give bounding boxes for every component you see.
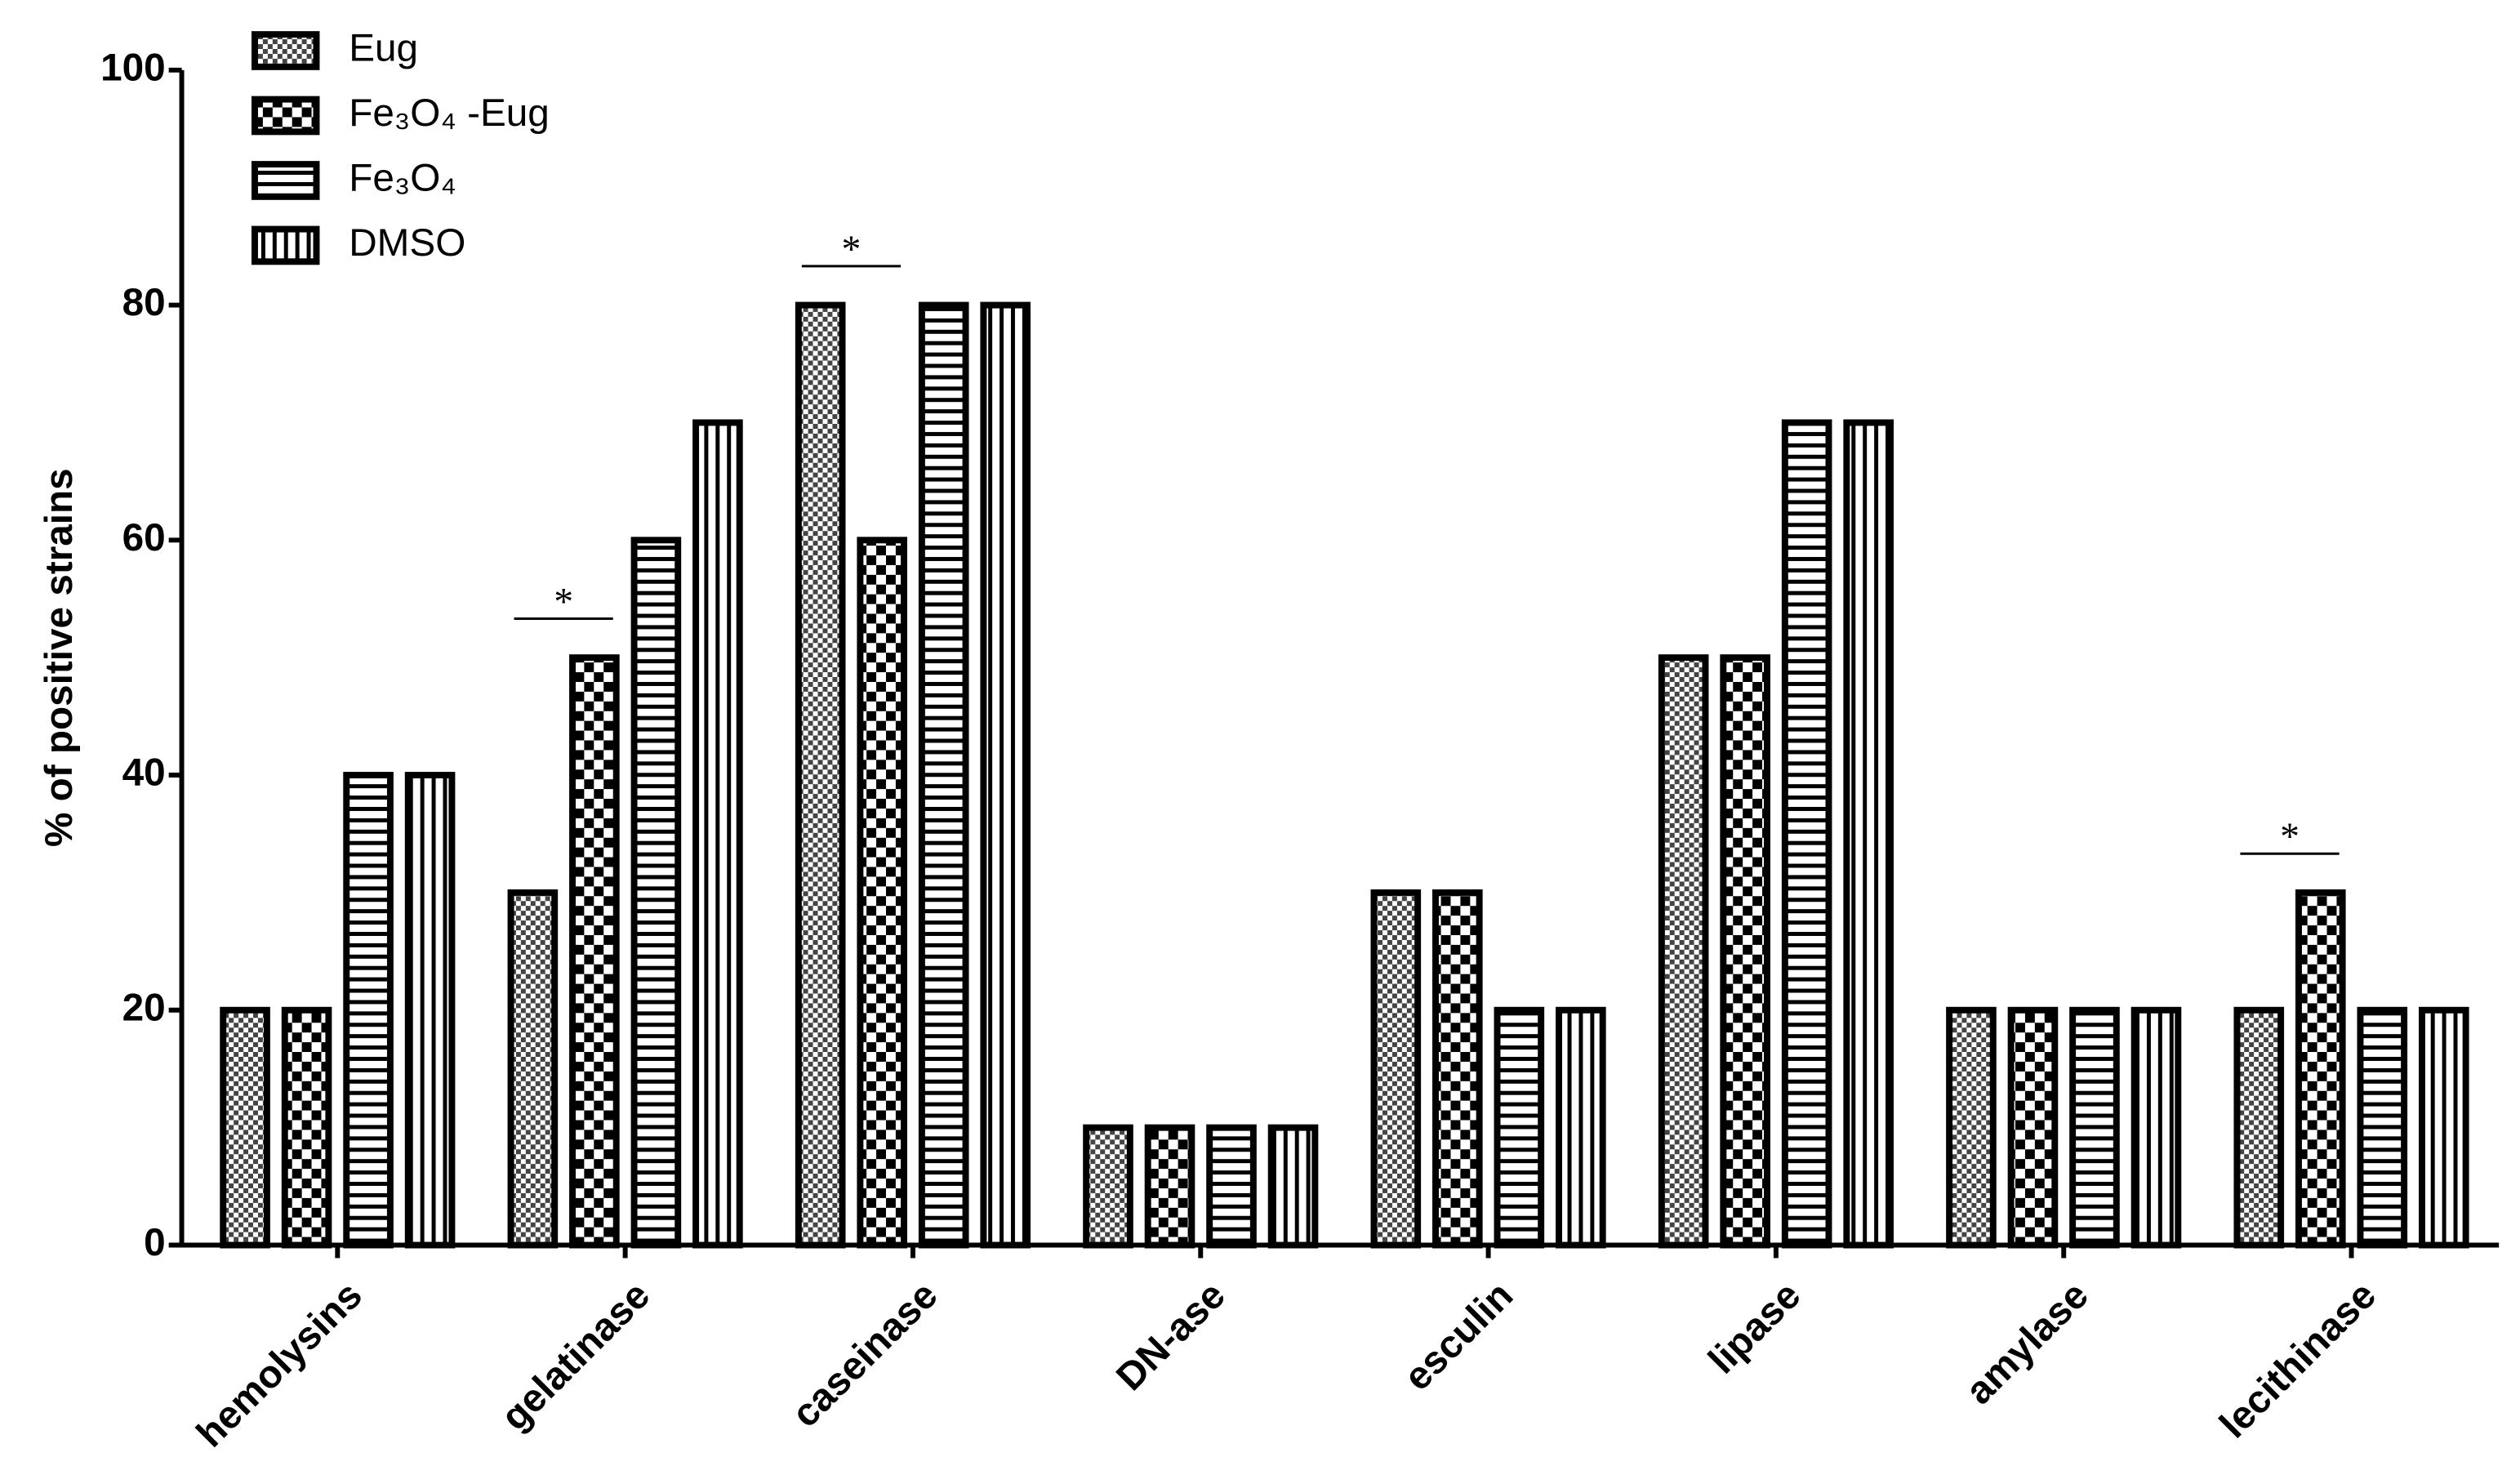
y-tick-label: 0: [144, 1221, 166, 1264]
bar: [1370, 889, 1422, 1249]
x-tick-label: esculin: [1396, 1273, 1521, 1399]
bar: [630, 537, 682, 1249]
x-tick-label: amylase: [1957, 1273, 2097, 1413]
bar: [1843, 419, 1894, 1249]
bar: [2007, 1006, 2059, 1249]
y-axis-label: % of positive strains: [38, 468, 81, 847]
bar: [1781, 419, 1832, 1249]
bar: [2130, 1006, 2182, 1249]
bar: [918, 301, 969, 1249]
significance-mark: *: [2280, 816, 2300, 858]
x-tick-label: hemolysins: [189, 1273, 371, 1455]
bar: [1267, 1124, 1319, 1249]
bar: [692, 419, 743, 1249]
bar: [220, 1006, 270, 1249]
legend-swatch: [252, 96, 320, 136]
significance-mark: *: [842, 229, 862, 271]
bar: [980, 301, 1031, 1249]
y-tick-label: 60: [122, 516, 166, 559]
bar: [1206, 1124, 1257, 1249]
legend-label: Fe₃O₄ -Eug: [349, 91, 550, 135]
legend-swatch: [252, 225, 320, 265]
bar: [404, 772, 456, 1249]
bar: [795, 301, 846, 1249]
legend-swatch: [252, 31, 320, 70]
bar: [1432, 889, 1483, 1249]
bar: [2357, 1006, 2408, 1249]
y-tick-label: 80: [122, 281, 166, 324]
legend-swatch: [252, 161, 320, 200]
bar: [1556, 1006, 1606, 1249]
bar: [281, 1006, 332, 1249]
bar: [2069, 1006, 2120, 1249]
legend-label: Fe₃O₄: [349, 157, 456, 200]
bar: [343, 772, 394, 1249]
legend-label: Eug: [349, 27, 418, 70]
bar: [569, 654, 620, 1249]
bar: [2295, 889, 2346, 1249]
x-tick-label: gelatinase: [493, 1273, 658, 1438]
bar: [507, 889, 559, 1249]
bar: [1658, 654, 1709, 1249]
bar: [2233, 1006, 2285, 1249]
x-tick-label: caseinase: [784, 1273, 946, 1436]
bar: [1494, 1006, 1545, 1249]
y-tick-label: 40: [122, 751, 166, 795]
significance-mark: *: [554, 582, 573, 624]
bar: [1144, 1124, 1195, 1249]
legend-label: DMSO: [349, 221, 465, 265]
bar: [1946, 1006, 1997, 1249]
bar: [857, 537, 907, 1249]
x-tick-label: DN-ase: [1108, 1273, 1234, 1399]
y-tick-label: 100: [100, 46, 166, 89]
x-tick-label: lecithinase: [2211, 1273, 2384, 1446]
y-tick-label: 20: [122, 986, 166, 1029]
x-tick-label: lipase: [1700, 1273, 1809, 1382]
bar: [2419, 1006, 2469, 1249]
bar: [1720, 654, 1770, 1249]
bar: [1083, 1124, 1133, 1249]
